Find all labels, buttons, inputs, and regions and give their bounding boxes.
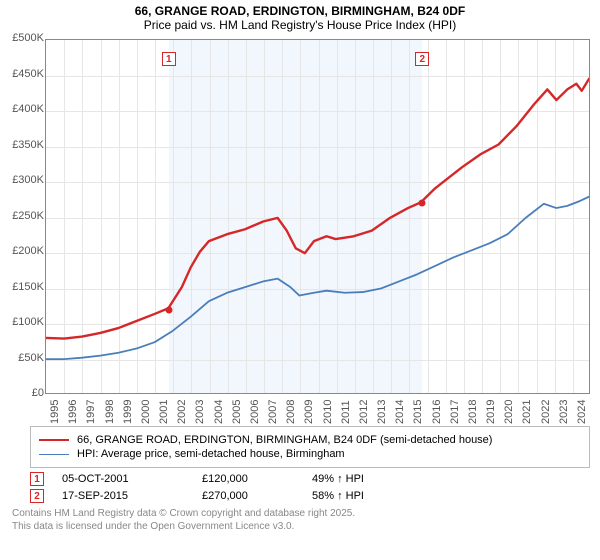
y-axis-label: £450K bbox=[0, 68, 44, 80]
legend-item-hpi: HPI: Average price, semi-detached house,… bbox=[39, 448, 581, 460]
chart-area: 12 £0£50K£100K£150K£200K£250K£300K£350K£… bbox=[0, 34, 600, 424]
x-axis-label: 2012 bbox=[358, 404, 370, 424]
sale-row-1: 1 05-OCT-2001 £120,000 49% ↑ HPI bbox=[30, 472, 590, 486]
x-axis-label: 2000 bbox=[140, 404, 152, 424]
y-axis-label: £350K bbox=[0, 139, 44, 151]
x-axis-label: 2014 bbox=[394, 404, 406, 424]
x-axis-label: 1998 bbox=[104, 404, 116, 424]
plot-region: 12 bbox=[45, 39, 590, 394]
x-axis-label: 2013 bbox=[376, 404, 388, 424]
legend-item-property: 66, GRANGE ROAD, ERDINGTON, BIRMINGHAM, … bbox=[39, 434, 581, 446]
series-hpi bbox=[46, 197, 589, 359]
legend-swatch-hpi bbox=[39, 454, 69, 455]
series-property bbox=[46, 79, 589, 339]
sale-date-2: 17-SEP-2015 bbox=[62, 490, 202, 502]
x-axis-label: 2003 bbox=[194, 404, 206, 424]
legend-swatch-property bbox=[39, 439, 69, 441]
x-axis-label: 2006 bbox=[249, 404, 261, 424]
sale-row-2: 2 17-SEP-2015 £270,000 58% ↑ HPI bbox=[30, 489, 590, 503]
x-axis-label: 2004 bbox=[213, 404, 225, 424]
x-axis-label: 2007 bbox=[267, 404, 279, 424]
x-axis-label: 2020 bbox=[503, 404, 515, 424]
callout-box: 2 bbox=[415, 52, 429, 66]
x-axis-label: 2008 bbox=[285, 404, 297, 424]
footnote-line2: This data is licensed under the Open Gov… bbox=[12, 520, 590, 533]
title-address: 66, GRANGE ROAD, ERDINGTON, BIRMINGHAM, … bbox=[0, 4, 600, 18]
sale-price-1: £120,000 bbox=[202, 473, 312, 485]
x-axis-label: 1999 bbox=[122, 404, 134, 424]
x-axis-label: 2021 bbox=[521, 404, 533, 424]
footnote-line1: Contains HM Land Registry data © Crown c… bbox=[12, 507, 590, 520]
sale-marker bbox=[165, 306, 172, 313]
chart-container: 66, GRANGE ROAD, ERDINGTON, BIRMINGHAM, … bbox=[0, 0, 600, 560]
legend-label-property: 66, GRANGE ROAD, ERDINGTON, BIRMINGHAM, … bbox=[77, 434, 492, 446]
sale-diff-2: 58% ↑ HPI bbox=[312, 490, 432, 502]
sale-badge-2: 2 bbox=[30, 489, 44, 503]
y-axis-label: £500K bbox=[0, 32, 44, 44]
x-axis-label: 2018 bbox=[467, 404, 479, 424]
sale-badge-1: 1 bbox=[30, 472, 44, 486]
y-axis-label: £150K bbox=[0, 281, 44, 293]
x-axis-label: 2017 bbox=[449, 404, 461, 424]
callout-box: 1 bbox=[162, 52, 176, 66]
title-subtitle: Price paid vs. HM Land Registry's House … bbox=[0, 18, 600, 32]
x-axis-label: 2023 bbox=[558, 404, 570, 424]
footnote: Contains HM Land Registry data © Crown c… bbox=[12, 507, 590, 533]
x-axis-label: 2001 bbox=[158, 404, 170, 424]
legend-box: 66, GRANGE ROAD, ERDINGTON, BIRMINGHAM, … bbox=[30, 426, 590, 468]
x-axis-label: 2024 bbox=[576, 404, 588, 424]
sales-table: 1 05-OCT-2001 £120,000 49% ↑ HPI 2 17-SE… bbox=[30, 472, 590, 503]
x-axis-label: 2016 bbox=[431, 404, 443, 424]
sale-diff-1: 49% ↑ HPI bbox=[312, 473, 432, 485]
x-axis-label: 2011 bbox=[340, 404, 352, 424]
x-axis-label: 2019 bbox=[485, 404, 497, 424]
x-axis-label: 2010 bbox=[322, 404, 334, 424]
x-axis-label: 2002 bbox=[176, 404, 188, 424]
y-axis-label: £0 bbox=[0, 387, 44, 399]
y-axis-label: £200K bbox=[0, 245, 44, 257]
y-axis-label: £50K bbox=[0, 352, 44, 364]
x-axis-label: 2005 bbox=[231, 404, 243, 424]
title-block: 66, GRANGE ROAD, ERDINGTON, BIRMINGHAM, … bbox=[0, 0, 600, 34]
y-axis-label: £300K bbox=[0, 174, 44, 186]
x-axis-label: 1995 bbox=[49, 404, 61, 424]
sale-price-2: £270,000 bbox=[202, 490, 312, 502]
legend-label-hpi: HPI: Average price, semi-detached house,… bbox=[77, 448, 345, 460]
y-axis-label: £100K bbox=[0, 316, 44, 328]
x-axis-label: 1997 bbox=[85, 404, 97, 424]
y-axis-label: £250K bbox=[0, 210, 44, 222]
sale-date-1: 05-OCT-2001 bbox=[62, 473, 202, 485]
y-axis-label: £400K bbox=[0, 103, 44, 115]
x-axis-label: 1996 bbox=[67, 404, 79, 424]
x-axis-label: 2015 bbox=[412, 404, 424, 424]
x-axis-label: 2009 bbox=[303, 404, 315, 424]
sale-marker bbox=[419, 200, 426, 207]
x-axis-label: 2022 bbox=[540, 404, 552, 424]
